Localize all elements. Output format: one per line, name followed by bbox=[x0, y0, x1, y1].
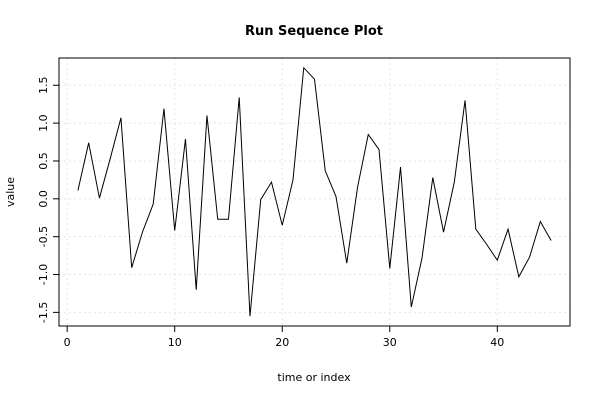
y-tick-label: -0.5 bbox=[37, 226, 50, 247]
plot-frame bbox=[58, 57, 571, 327]
x-tick-label: 0 bbox=[64, 336, 71, 349]
y-tick-label: 0.0 bbox=[37, 190, 50, 208]
data-line bbox=[77, 66, 552, 317]
y-tick-label: -1.5 bbox=[37, 302, 50, 323]
y-tick-label: 1.0 bbox=[37, 114, 50, 132]
x-tick-label: 30 bbox=[383, 336, 397, 349]
chart-title: Run Sequence Plot bbox=[245, 24, 383, 39]
y-tick-label: 1.5 bbox=[37, 77, 50, 95]
x-axis-label: time or index bbox=[277, 371, 351, 384]
y-axis-label: value bbox=[4, 177, 17, 207]
x-tick-label: 20 bbox=[275, 336, 289, 349]
y-tick-label: 0.5 bbox=[37, 152, 50, 170]
x-tick-label: 10 bbox=[168, 336, 182, 349]
x-tick-label: 40 bbox=[490, 336, 504, 349]
y-tick-label: -1.0 bbox=[37, 264, 50, 285]
